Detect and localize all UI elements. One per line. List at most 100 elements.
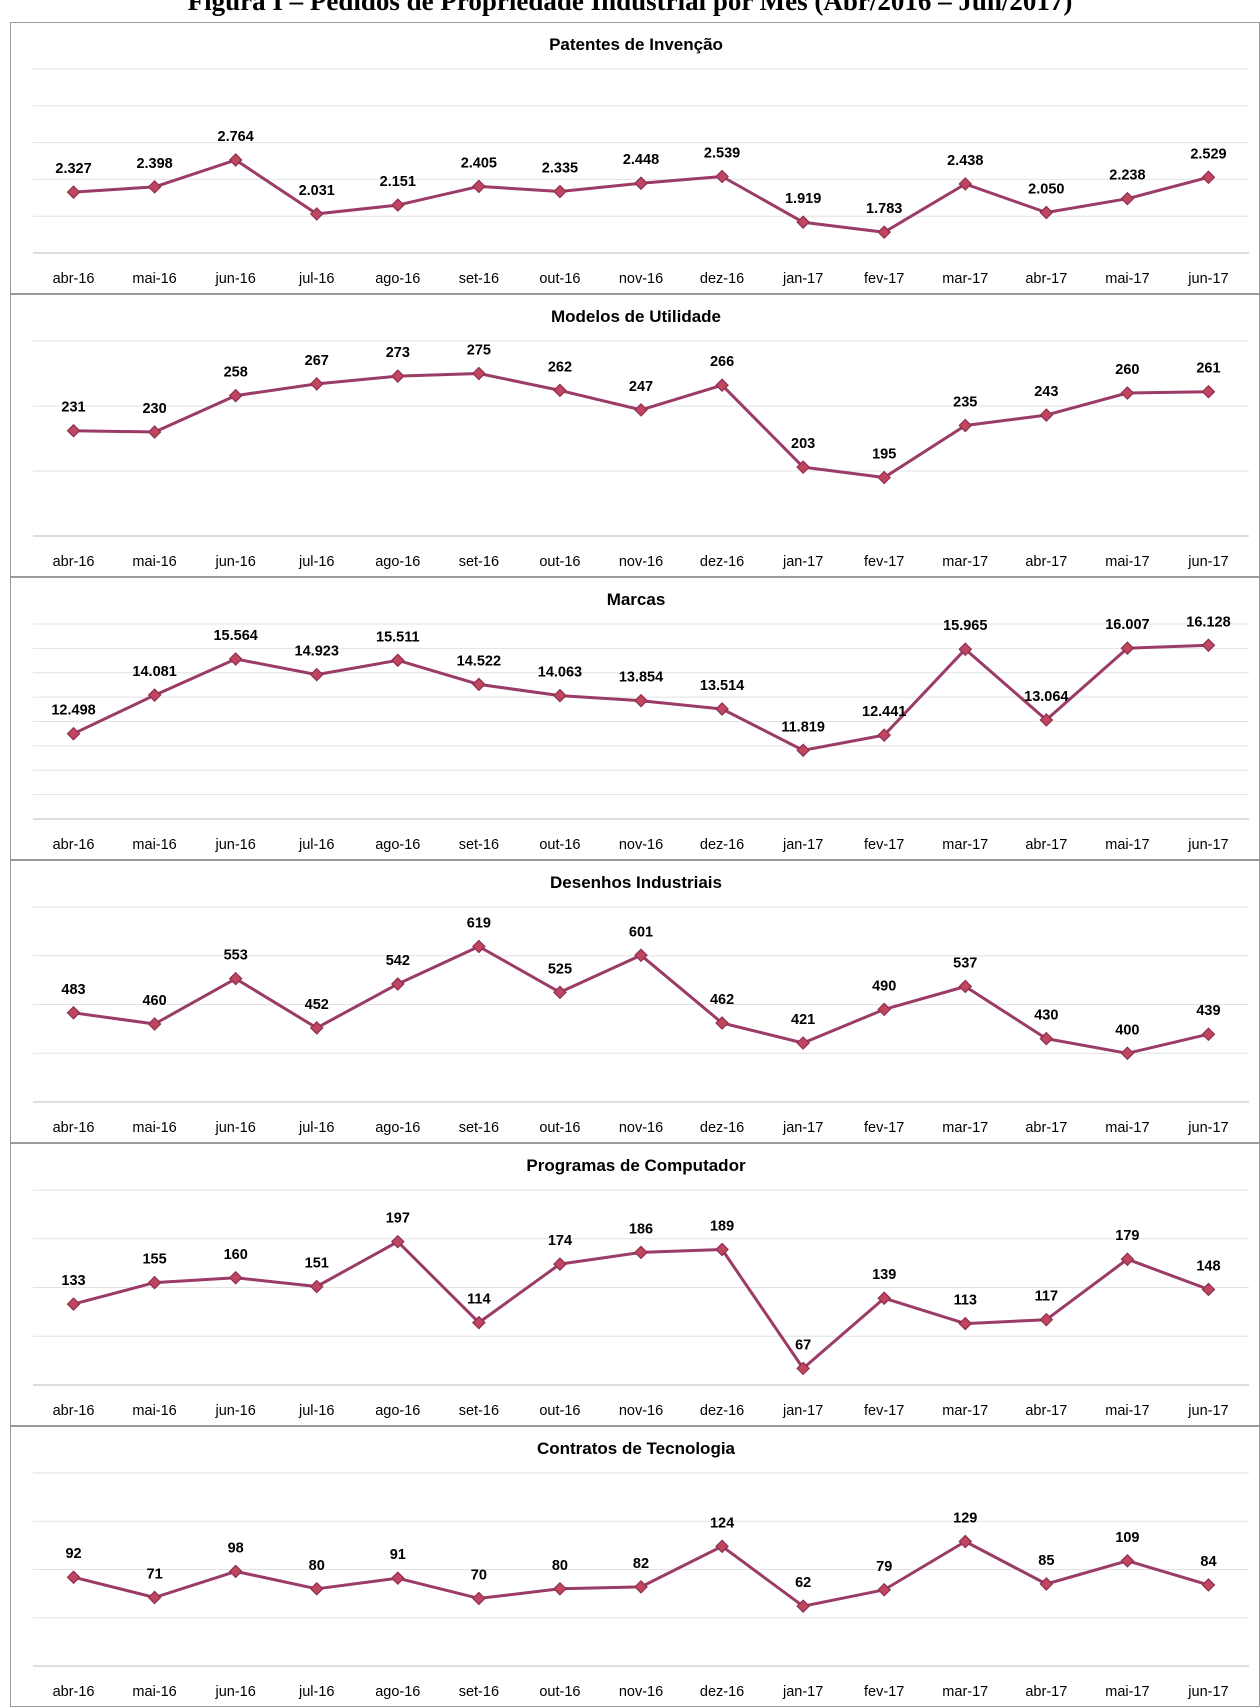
x-tick-label: abr-16 [53,1403,95,1419]
chart-panel-modelos-de-utilidade: Modelos de Utilidadeabr-16mai-16jun-16ju… [10,294,1260,577]
data-label: 98 [228,1540,244,1556]
data-point-marker [635,1246,647,1258]
data-label: 553 [224,948,248,964]
chart-svg: Modelos de Utilidadeabr-16mai-16jun-16ju… [11,295,1260,578]
x-tick-label: jan-17 [782,837,823,853]
x-tick-label: nov-16 [619,271,663,287]
data-label: 542 [386,953,410,969]
data-point-marker [149,426,161,438]
data-label: 14.063 [538,665,582,681]
x-tick-label: abr-17 [1025,1403,1067,1419]
x-tick-label: jun-16 [215,837,256,853]
x-tick-label: mar-17 [942,1403,988,1419]
data-point-marker [473,1592,485,1604]
x-tick-label: out-16 [539,837,580,853]
data-label: 2.335 [542,161,578,177]
x-tick-label: dez-16 [700,271,744,287]
data-label: 16.007 [1105,617,1149,633]
x-tick-label: ago-16 [375,837,420,853]
data-label: 139 [872,1267,896,1283]
data-point-marker [1202,386,1214,398]
data-label: 113 [954,1293,977,1309]
data-label: 462 [710,992,734,1008]
data-label: 14.522 [457,653,501,669]
data-point-marker [149,689,161,701]
data-label: 260 [1115,362,1139,378]
data-label: 174 [548,1233,572,1249]
data-label: 601 [629,924,653,940]
data-point-marker [878,1003,890,1015]
x-tick-label: nov-16 [619,1403,663,1419]
data-point-marker [230,390,242,402]
x-tick-label: abr-17 [1025,554,1067,570]
x-tick-label: jul-16 [298,554,334,570]
data-point-marker [797,216,809,228]
data-point-marker [1121,1047,1133,1059]
x-tick-label: mar-17 [942,837,988,853]
x-tick-label: mai-17 [1105,1684,1149,1700]
data-point-marker [149,1277,161,1289]
x-tick-label: abr-17 [1025,271,1067,287]
data-label: 2.327 [55,161,91,177]
chart-svg: Marcasabr-16mai-16jun-16jul-16ago-16set-… [11,578,1260,861]
data-point-marker [959,1318,971,1330]
x-tick-label: mai-16 [132,554,176,570]
data-label: 13.514 [700,678,744,694]
x-tick-label: out-16 [539,271,580,287]
data-label: 400 [1115,1022,1139,1038]
x-tick-label: mai-16 [132,1403,176,1419]
data-label: 16.128 [1186,614,1230,630]
chart-title: Contratos de Tecnologia [537,1439,736,1458]
data-point-marker [1040,409,1052,421]
data-point-marker [1202,1028,1214,1040]
data-label: 82 [633,1556,649,1572]
x-tick-label: dez-16 [700,1684,744,1700]
data-label: 12.498 [51,703,95,719]
x-tick-label: out-16 [539,1684,580,1700]
data-label: 266 [710,354,734,370]
data-label: 231 [61,400,85,416]
x-tick-label: fev-17 [864,271,904,287]
data-label: 13.064 [1024,689,1068,705]
data-label: 452 [305,997,329,1013]
x-tick-label: out-16 [539,1403,580,1419]
x-tick-label: jun-17 [1187,1120,1228,1136]
x-tick-label: nov-16 [619,554,663,570]
data-label: 2.405 [461,155,497,171]
data-label: 421 [791,1012,815,1028]
x-tick-label: jun-17 [1187,1403,1228,1419]
data-point-marker [392,654,404,666]
x-tick-label: fev-17 [864,837,904,853]
x-tick-label: dez-16 [700,1403,744,1419]
data-point-marker [149,1591,161,1603]
x-tick-label: jun-17 [1187,271,1228,287]
x-tick-label: nov-16 [619,837,663,853]
x-tick-label: ago-16 [375,1684,420,1700]
data-point-marker [311,669,323,681]
data-label: 91 [390,1547,406,1563]
data-point-marker [635,695,647,707]
x-tick-label: jul-16 [298,1684,334,1700]
x-tick-label: nov-16 [619,1120,663,1136]
x-tick-label: ago-16 [375,271,420,287]
x-tick-label: abr-17 [1025,1120,1067,1136]
data-label: 85 [1038,1553,1054,1569]
x-tick-label: abr-17 [1025,837,1067,853]
x-tick-label: mai-17 [1105,554,1149,570]
x-tick-label: fev-17 [864,554,904,570]
x-tick-label: set-16 [459,1120,499,1136]
data-label: 84 [1200,1554,1216,1570]
x-tick-label: abr-17 [1025,1684,1067,1700]
data-point-marker [149,181,161,193]
x-tick-label: jul-16 [298,271,334,287]
data-point-marker [311,1281,323,1293]
x-tick-label: mai-16 [132,1684,176,1700]
data-point-marker [68,1007,80,1019]
x-tick-label: mai-16 [132,271,176,287]
x-tick-label: jan-17 [782,1684,823,1700]
data-point-marker [1202,171,1214,183]
data-label: 80 [552,1558,568,1574]
data-label: 235 [953,395,977,411]
data-point-marker [1121,193,1133,205]
data-point-marker [554,1583,566,1595]
